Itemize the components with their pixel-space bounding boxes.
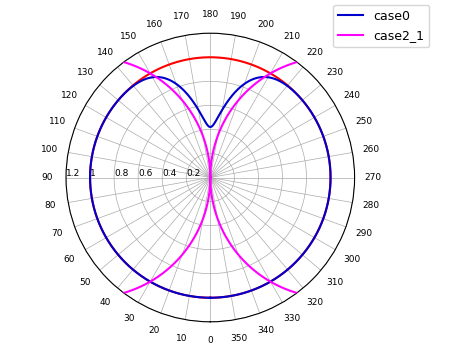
case2_1 [283,287,289,291]
case0 [89,153,95,158]
case0 [207,296,213,300]
case2_1 [324,55,329,59]
Legend: case0, case2_1: case0, case2_1 [333,5,429,47]
Line: case0: case0 [90,77,331,298]
case2_1 [298,59,303,63]
case2_1 [207,175,213,180]
case0 [207,125,213,129]
case0 [208,296,213,300]
Line: case2_1: case2_1 [0,57,451,298]
case2_1 [207,175,213,180]
case0 [90,202,96,206]
case0 [207,296,213,300]
case2_1 [207,176,213,181]
case0 [291,89,296,93]
case0 [275,275,281,279]
case0 [281,81,286,85]
